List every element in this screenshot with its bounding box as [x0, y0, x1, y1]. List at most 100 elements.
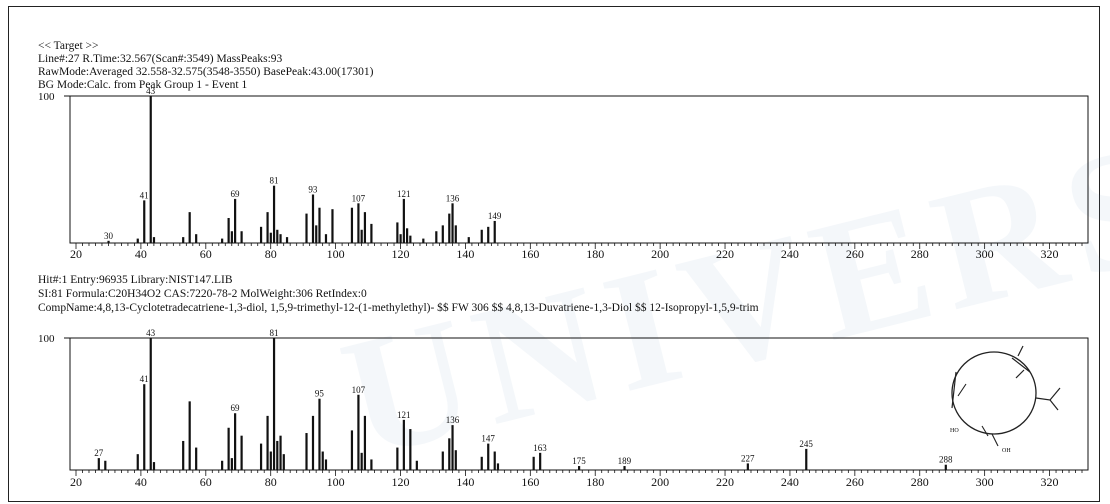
- spectrum-peak: [370, 223, 373, 243]
- x-axis-tick-label: 220: [716, 475, 734, 489]
- peak-label: 227: [741, 453, 755, 463]
- spectrum-peak: [746, 463, 749, 470]
- spectrum-peak: [454, 450, 457, 470]
- peak-label: 245: [799, 439, 813, 449]
- spectrum-peak: [182, 237, 185, 243]
- spectrum-peak: [402, 198, 405, 243]
- spectrum-peak: [396, 447, 399, 470]
- x-axis-tick-label: 260: [846, 475, 864, 489]
- spectrum-peak: [279, 435, 282, 470]
- spectrum-peak: [448, 438, 451, 470]
- spectrum-peak: [406, 228, 409, 243]
- hit-entry-info: Hit#:1 Entry:96935 Library:NIST147.LIB: [38, 274, 233, 286]
- library-spectrum: 100 20 40 60 80 100 120 140 160 180 200 220 240 260 28…: [38, 328, 1089, 489]
- spectrum-peak: [152, 462, 156, 470]
- spectrum-peak: [269, 232, 272, 243]
- peak-label: 43: [146, 86, 156, 96]
- spectrum-peak: [402, 419, 405, 470]
- x-axis-tick-label: 60: [200, 247, 212, 261]
- spectrum-peak: [324, 234, 328, 243]
- peak-label: 121: [397, 189, 411, 199]
- target-heading: << Target >>: [38, 40, 99, 52]
- spectrum-peak: [415, 460, 418, 470]
- spectrum-peak: [97, 458, 100, 470]
- spectrum-peak: [259, 443, 263, 470]
- x-axis-tick-label: 280: [911, 247, 929, 261]
- spectrum-peak: [451, 425, 454, 470]
- x-axis-tick-label: 140: [456, 475, 474, 489]
- spectrum-peak: [143, 200, 146, 243]
- spectrum-peak: [350, 430, 354, 470]
- spectrum-peak: [305, 213, 308, 243]
- x-axis-tick-label: 180: [586, 247, 604, 261]
- spectrum-peak: [285, 237, 289, 243]
- target-bgmode-info: BG Mode:Calc. from Peak Group 1 - Event …: [38, 79, 248, 91]
- spectrum-peak: [363, 415, 367, 470]
- x-axis-tick-label: 240: [781, 247, 799, 261]
- spectrum-peak: [480, 456, 483, 470]
- spectrum-peak: [259, 226, 263, 243]
- x-axis-tick-label: 320: [1041, 247, 1059, 261]
- spectrum-peak: [441, 225, 444, 243]
- peak-label: 95: [315, 389, 325, 399]
- peak-label: 81: [269, 176, 278, 186]
- spectrum-peak: [422, 238, 425, 243]
- spectrum-peak: [399, 234, 402, 243]
- spectrum-peak: [272, 338, 276, 470]
- peak-label: 189: [618, 456, 632, 466]
- spectrum-peak: [318, 398, 321, 470]
- spectrum-peak: [357, 394, 360, 470]
- x-axis-tick-label: 40: [135, 247, 147, 261]
- spectrum-peak: [451, 203, 454, 243]
- x-axis-tick-label: 220: [716, 247, 734, 261]
- x-axis-tick-label: 300: [976, 247, 994, 261]
- spectrum-peak: [149, 338, 152, 470]
- target-spectrum: 100 20 40 60 80 100 120 140 160 180 200 220 240 260 28…: [38, 86, 1089, 261]
- spectrum-peak: [269, 451, 272, 470]
- y-axis-tick-label: 100: [38, 91, 55, 103]
- x-axis-tick-label: 200: [651, 475, 669, 489]
- x-axis-tick-label: 180: [586, 475, 604, 489]
- spectrum-peak: [227, 427, 230, 470]
- spectrum-peak: [311, 194, 315, 243]
- spectrum-peak: [318, 207, 321, 243]
- spectrum-peak: [539, 452, 542, 470]
- x-axis-tick-label: 200: [651, 247, 669, 261]
- spectrum-peak: [409, 235, 412, 243]
- spectrum-peak: [136, 238, 139, 243]
- peak-label: 136: [446, 193, 460, 203]
- x-axis-tick-label: 80: [265, 475, 277, 489]
- spectrum-peak: [350, 207, 354, 243]
- spectrum-peak: [305, 433, 308, 470]
- spectrum-peak: [360, 229, 363, 243]
- spectrum-peak: [143, 384, 146, 470]
- spectrum-peak: [360, 452, 363, 470]
- spectrum-peak: [480, 229, 483, 243]
- spectrum-peak: [240, 435, 243, 470]
- spectrum-peak: [623, 466, 626, 470]
- spectrum-peak: [435, 231, 438, 243]
- spectrum-peak: [230, 458, 233, 470]
- x-axis-tick-label: 240: [781, 475, 799, 489]
- x-axis-tick-label: 40: [135, 475, 147, 489]
- hit-compound-name: CompName:4,8,13-Cyclotetradecatriene-1,3…: [38, 302, 759, 314]
- peak-label: 69: [231, 189, 241, 199]
- spectrum-peak: [195, 447, 198, 470]
- x-axis-tick-label: 20: [70, 475, 82, 489]
- peak-label: 121: [397, 410, 411, 420]
- spectrum-peak: [152, 237, 156, 243]
- peak-label: 69: [231, 403, 241, 413]
- x-axis-tick-label: 140: [456, 247, 474, 261]
- target-line-info: Line#:27 R.Time:32.567(Scan#:3549) MassP…: [38, 53, 283, 65]
- spectrum-peak: [221, 238, 224, 243]
- spectrum-peak: [324, 459, 328, 470]
- x-axis-tick-label: 100: [327, 247, 345, 261]
- spectrum-peak: [266, 212, 269, 243]
- spectrum-peak: [496, 463, 500, 470]
- peak-label: 81: [269, 328, 278, 338]
- spectrum-peak: [331, 209, 334, 243]
- peak-label: 149: [488, 211, 502, 221]
- spectrum-peak: [944, 464, 947, 470]
- x-axis-tick-label: 20: [70, 247, 82, 261]
- spectrum-peak: [282, 454, 285, 470]
